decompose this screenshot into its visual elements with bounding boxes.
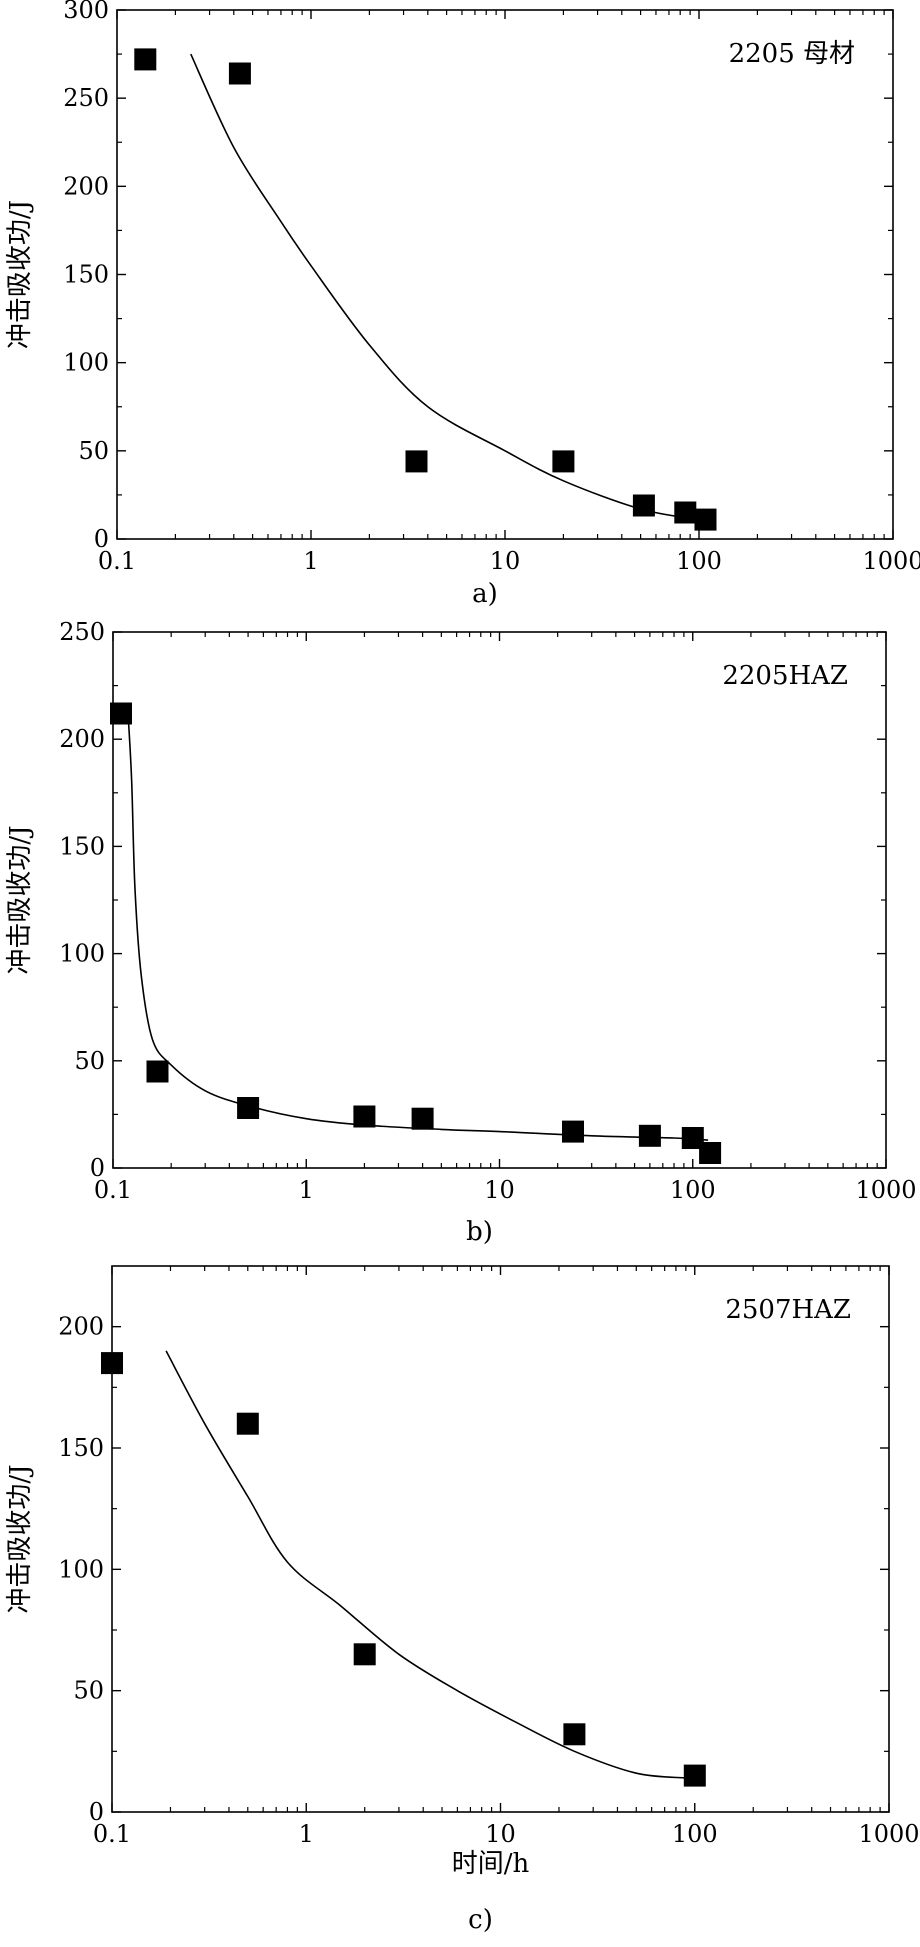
panel-annotation: 2507HAZ: [725, 1295, 851, 1325]
data-point: [411, 1107, 434, 1130]
data-point: [134, 48, 157, 71]
y-tick-label: 250: [63, 84, 109, 112]
data-point: [552, 450, 575, 473]
y-tick-label: 100: [59, 940, 105, 968]
data-point: [638, 1124, 661, 1147]
x-tick-label: 10: [490, 547, 521, 575]
chart-panel-1: 0.1 1 10 100 1000 0 50 100 150 200 250 300 冲击吸收功/J 22…: [5, 0, 920, 609]
data-point: [236, 1412, 259, 1435]
panel-caption: b): [466, 1217, 493, 1247]
panel-caption: a): [472, 579, 498, 609]
y-axis-title: 冲击吸收功/J: [5, 1464, 35, 1613]
data-point: [699, 1142, 722, 1164]
y-tick-label: 100: [63, 349, 109, 377]
y-axis-title: 冲击吸收功/J: [5, 200, 35, 349]
x-tick-label: 0.1: [98, 547, 136, 575]
x-tick-label: 0.1: [94, 1176, 132, 1204]
x-tick-label: 10: [485, 1820, 516, 1848]
data-point: [110, 702, 132, 725]
data-point: [101, 1352, 123, 1375]
x-tick-label: 10: [484, 1176, 515, 1204]
data-point: [405, 450, 428, 473]
fit-curve: [127, 717, 709, 1141]
data-point: [237, 1097, 260, 1119]
data-point: [563, 1723, 586, 1746]
y-tick-label: 0: [90, 1154, 105, 1182]
y-tick-label: 150: [63, 261, 109, 289]
chart-panel-2: 0.1 1 10 100 1000 0 50 100 150 200 250 冲击吸收功/J 2205H…: [5, 618, 917, 1247]
fit-curve: [190, 53, 700, 521]
data-point: [632, 494, 655, 517]
x-tick-label: 100: [676, 547, 722, 575]
x-tick-label: 100: [670, 1176, 716, 1204]
chart-panel-3: 0.1 1 10 100 1000 0 50 100 150 200 冲击吸收功/J 时间/h 2507…: [5, 1265, 920, 1935]
y-axis-title: 冲击吸收功/J: [5, 825, 35, 974]
x-tick-label: 100: [672, 1820, 718, 1848]
data-point: [694, 508, 717, 531]
x-tick-label: 0.1: [93, 1820, 131, 1848]
y-tick-label: 300: [63, 0, 109, 24]
panel-annotation: 2205HAZ: [722, 661, 848, 691]
y-tick-label: 50: [74, 1047, 105, 1075]
y-tick-label: 50: [73, 1677, 104, 1705]
data-point: [683, 1764, 706, 1787]
x-tick-label: 1: [303, 547, 318, 575]
x-tick-label: 1000: [855, 1176, 916, 1204]
x-tick-label: 1000: [862, 547, 920, 575]
y-tick-label: 200: [58, 1313, 104, 1341]
y-tick-label: 150: [58, 1434, 104, 1462]
data-point: [562, 1120, 584, 1143]
y-tick-label: 0: [89, 1798, 104, 1826]
y-tick-label: 0: [94, 525, 109, 553]
data-point: [353, 1105, 376, 1128]
x-tick-label: 1: [299, 1820, 314, 1848]
y-tick-label: 50: [78, 437, 109, 465]
data-point: [146, 1060, 169, 1083]
y-tick-label: 200: [59, 725, 105, 753]
data-point: [681, 1127, 704, 1149]
x-tick-label: 1000: [858, 1820, 919, 1848]
panel-caption: c): [468, 1905, 493, 1935]
fit-curve: [165, 1350, 686, 1779]
y-tick-label: 250: [59, 618, 105, 646]
panel-annotation: 2205 母材: [729, 39, 855, 69]
y-tick-label: 200: [63, 172, 109, 200]
data-point: [353, 1643, 376, 1666]
y-tick-label: 100: [58, 1555, 104, 1583]
y-tick-label: 150: [59, 832, 105, 860]
data-point: [674, 501, 697, 524]
x-tick-label: 1: [299, 1176, 314, 1204]
x-axis-title: 时间/h: [452, 1849, 530, 1879]
data-point: [228, 62, 251, 85]
